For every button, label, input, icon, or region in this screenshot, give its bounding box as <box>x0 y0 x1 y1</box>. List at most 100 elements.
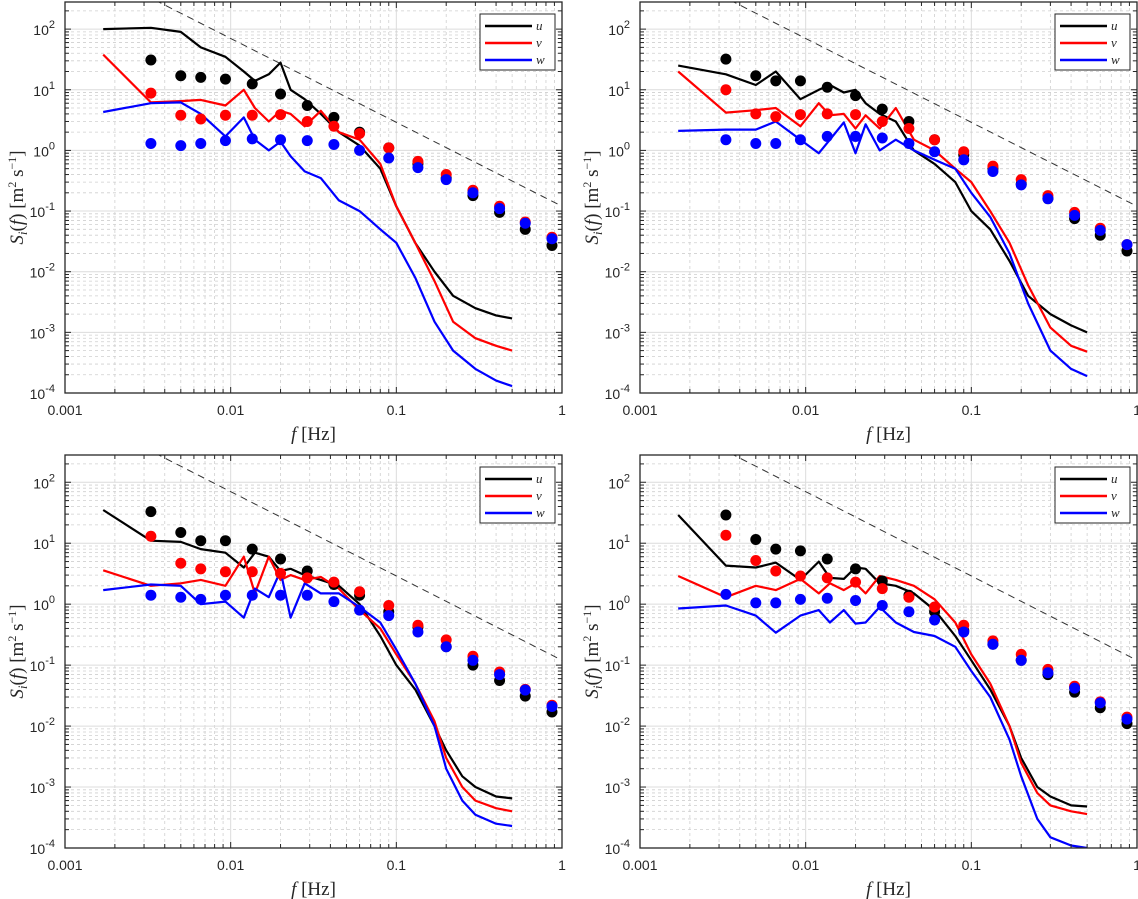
data-point-w-dots <box>175 140 187 152</box>
data-point-v-dots <box>850 109 862 121</box>
data-point-u-dots <box>821 81 833 93</box>
data-point-v-dots <box>383 142 395 154</box>
data-point-u-dots <box>750 70 762 82</box>
series-line-v <box>677 574 1088 816</box>
x-tick-label: 1 <box>558 857 566 873</box>
data-point-u-dots <box>850 90 862 102</box>
data-point-v-dots <box>301 572 313 584</box>
plot-content <box>102 2 562 388</box>
legend-label-w: w <box>1111 505 1120 520</box>
data-point-w-dots <box>770 138 782 150</box>
x-tick-label: 0.01 <box>217 402 244 418</box>
x-tick-label: 0.01 <box>217 857 244 873</box>
plot-content <box>677 2 1137 378</box>
data-point-w-dots <box>720 134 732 146</box>
x-tick-label: 0.001 <box>622 857 657 873</box>
data-point-w-dots <box>1015 179 1027 191</box>
data-point-v-dots <box>821 572 833 584</box>
legend-label-w: w <box>1111 52 1120 67</box>
data-point-v-dots <box>145 530 157 542</box>
data-point-w-dots <box>720 588 732 600</box>
y-tick-label: 10-1 <box>30 655 55 674</box>
panel-top-left: 0.001 0.01 0.1 1 10-4 10-3 10-2 10-1 100 101 102 f … <box>5 1 566 445</box>
ticks <box>64 455 563 849</box>
data-point-v-dots <box>195 113 207 125</box>
y-tick-label: 101 <box>608 80 630 99</box>
y-tick-label: 102 <box>608 19 630 38</box>
data-point-u-dots <box>720 53 732 65</box>
data-point-v-dots <box>821 108 833 120</box>
series-line-v <box>102 53 513 352</box>
y-tick-label: 100 <box>608 594 630 613</box>
data-point-v-dots <box>794 570 806 582</box>
data-point-v-dots <box>850 576 862 588</box>
data-point-w-dots <box>440 174 452 186</box>
data-point-v-dots <box>175 557 187 569</box>
data-point-w-dots <box>467 654 479 666</box>
data-point-w-dots <box>275 589 287 601</box>
data-point-w-dots <box>412 626 424 638</box>
data-point-w-dots <box>876 600 888 612</box>
y-tick-label: 10-4 <box>30 838 55 857</box>
data-point-w-dots <box>546 700 558 712</box>
data-point-v-dots <box>219 566 231 578</box>
data-point-u-dots <box>275 553 287 565</box>
data-point-u-dots <box>770 543 782 555</box>
series-line-v <box>102 555 513 813</box>
series-line-u <box>102 509 513 800</box>
legend-label-w: w <box>536 505 545 520</box>
x-axis-label: f [Hz] <box>866 424 911 445</box>
data-point-w-dots <box>145 138 157 150</box>
data-point-w-dots <box>383 610 395 622</box>
y-tick-label: 10-3 <box>605 322 630 341</box>
data-point-w-dots <box>246 589 258 601</box>
data-point-v-dots <box>328 576 340 588</box>
data-point-w-dots <box>494 203 506 215</box>
data-point-u-dots <box>145 506 157 518</box>
y-tick-label: 10-2 <box>30 262 55 281</box>
series-line-w <box>678 120 1088 378</box>
data-point-v-dots <box>720 529 732 541</box>
panel-top-right: 0.001 0.01 0.1 1 10-4 10-3 10-2 10-1 100 101 102 f … <box>580 1 1138 445</box>
data-point-v-dots <box>275 567 287 579</box>
y-tick-label: 10-2 <box>605 716 630 735</box>
y-tick-label: 102 <box>608 472 630 491</box>
data-point-v-dots <box>175 109 187 121</box>
y-tick-label: 10-1 <box>605 655 630 674</box>
x-axis-label: f [Hz] <box>291 424 336 445</box>
data-point-u-dots <box>876 575 888 587</box>
data-point-w-dots <box>354 604 366 616</box>
data-point-v-dots <box>876 115 888 127</box>
data-point-v-dots <box>720 84 732 96</box>
x-tick-label: 0.1 <box>962 402 982 418</box>
legend: uvw <box>1054 13 1131 71</box>
data-point-w-dots <box>770 597 782 609</box>
data-point-w-dots <box>1094 697 1106 709</box>
data-point-v-dots <box>275 109 287 121</box>
x-tick-label: 0.001 <box>622 402 657 418</box>
y-tick-label: 10-4 <box>605 838 630 857</box>
data-point-w-dots <box>1069 209 1081 221</box>
data-point-u-dots <box>195 535 207 547</box>
data-point-v-dots <box>750 108 762 120</box>
data-point-v-dots <box>195 563 207 575</box>
data-point-w-dots <box>850 594 862 606</box>
y-tick-label: 100 <box>33 594 55 613</box>
data-point-u-dots <box>219 535 231 547</box>
data-point-u-dots <box>246 78 258 90</box>
series-line-w <box>678 604 1088 848</box>
data-point-v-dots <box>929 134 941 146</box>
y-axis-label: Si(f) [m2 s−1] <box>5 150 30 244</box>
legend: uvw <box>479 466 556 524</box>
y-tick-label: 101 <box>33 80 55 99</box>
data-point-w-dots <box>821 130 833 142</box>
data-point-w-dots <box>246 133 258 145</box>
data-point-u-dots <box>275 88 287 100</box>
data-point-u-dots <box>821 553 833 565</box>
data-point-u-dots <box>328 111 340 123</box>
y-tick-label: 10-3 <box>605 777 630 796</box>
data-point-w-dots <box>219 589 231 601</box>
axes-box <box>639 1 1138 394</box>
panel-bottom-right: 0.001 0.01 0.1 1 10-4 10-3 10-2 10-1 100 101 102 f … <box>580 454 1138 899</box>
